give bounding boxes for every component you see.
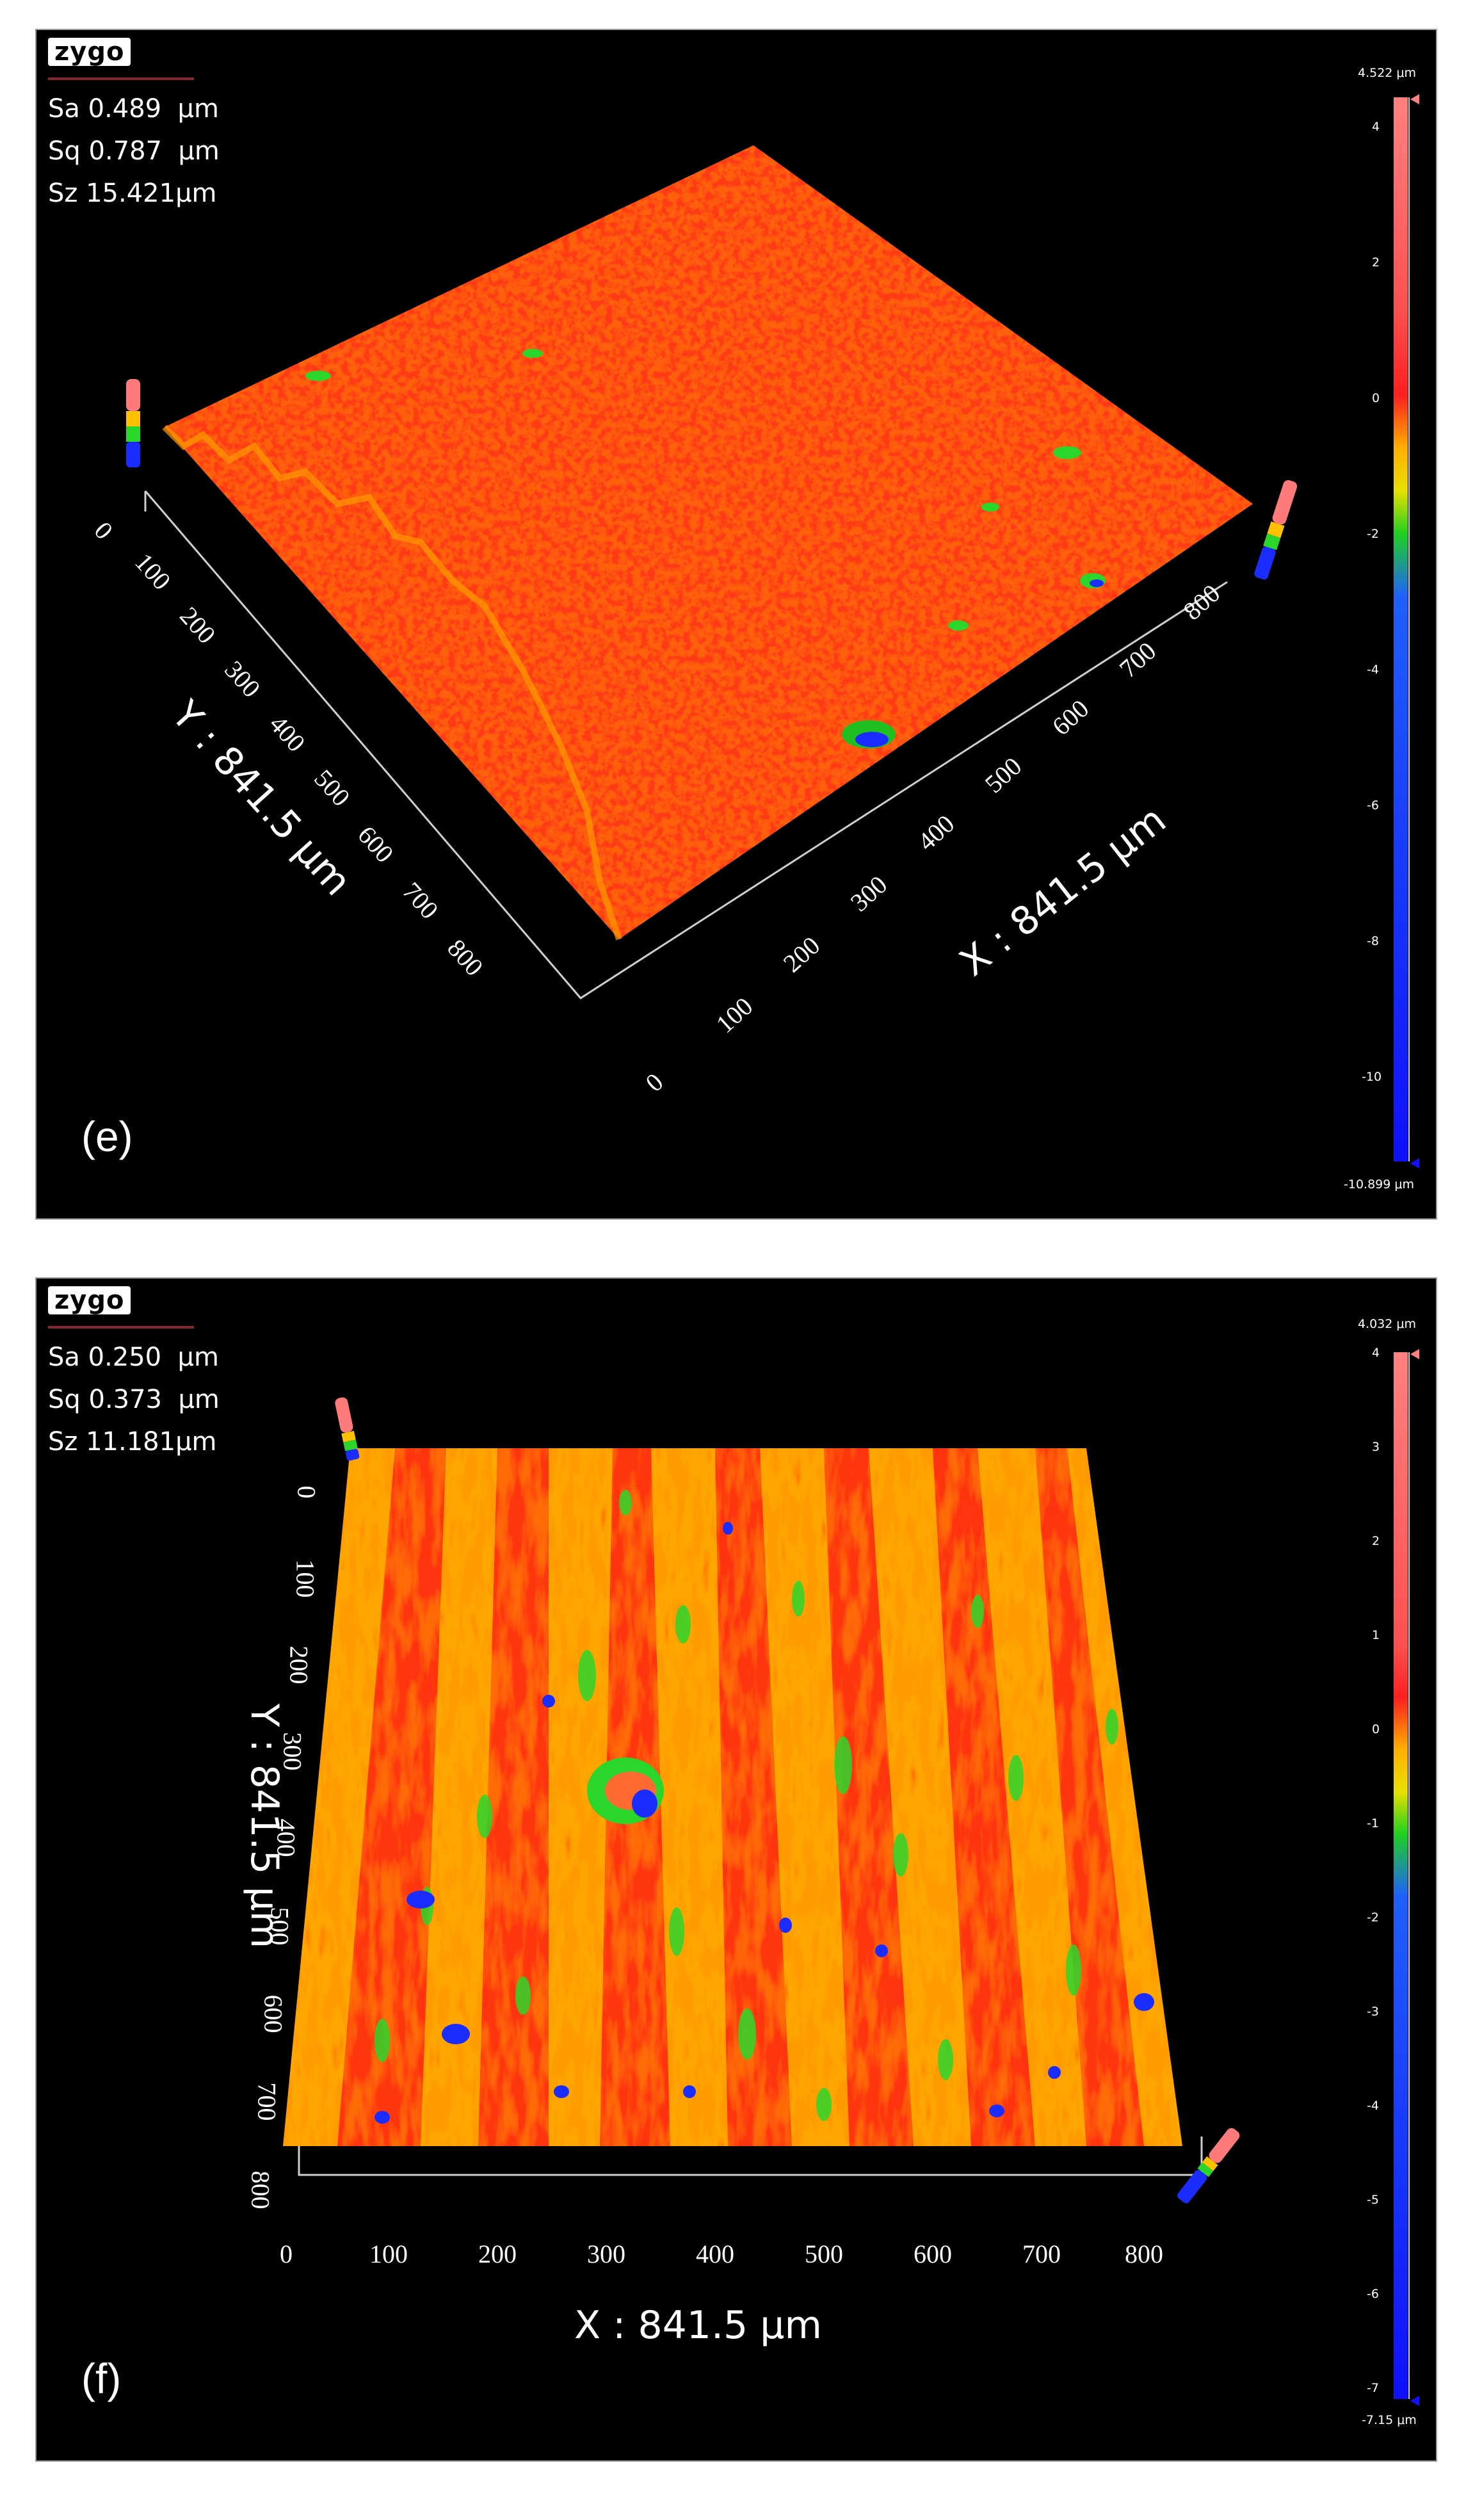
x-tick-f: 400 xyxy=(696,2240,734,2268)
y-tick-f: 0 xyxy=(292,1485,321,1499)
colorbar-max-f: 4.032 μm xyxy=(1358,1317,1417,1331)
stat-sq-f: Sq 0.373 μm xyxy=(48,1385,220,1414)
x-tick-f: 100 xyxy=(369,2240,408,2268)
x-tick-f: 700 xyxy=(1022,2240,1061,2268)
corner-marker-left-e xyxy=(126,379,140,467)
colorbar-min-e: -10.899 μm xyxy=(1344,1177,1414,1191)
y-tick-f: 600 xyxy=(259,1994,288,2033)
colorbar-tick: 4 xyxy=(1372,120,1380,134)
colorbar-tick: 0 xyxy=(1372,1722,1380,1736)
colorbar-tick: 2 xyxy=(1372,1534,1380,1548)
colorbar-tick: -2 xyxy=(1367,527,1379,541)
surface-3d-plot-e xyxy=(126,94,1419,1168)
y-axis-title-f: Y : 841.5 μm xyxy=(242,1703,287,1949)
colorbar-tick: 2 xyxy=(1372,255,1380,270)
roughness-stats-f: Sa 0.250 μm Sq 0.373 μm Sz 11.181μm xyxy=(48,1336,220,1463)
colorbar-tick: -3 xyxy=(1367,2005,1379,2019)
colorbar-tick: -4 xyxy=(1367,2099,1379,2113)
colorbar-tick: 0 xyxy=(1372,391,1380,405)
colorbar-tick: -4 xyxy=(1367,663,1379,677)
stat-sa-e: Sa 0.489 μm xyxy=(48,94,219,124)
zygo-logo-e: zygo xyxy=(48,38,194,89)
zygo-logo-f: zygo xyxy=(48,1286,194,1337)
colorbar-tick: -1 xyxy=(1367,1816,1379,1830)
colorbar-tick: -5 xyxy=(1367,2193,1379,2207)
corner-marker-right-f xyxy=(1177,2128,1240,2204)
x-tick-f: 500 xyxy=(805,2240,843,2268)
surface-panel-e: zygo Sa 0.489 μm Sq 0.787 μm Sz 15.421μm… xyxy=(35,29,1437,1220)
roughness-stats-e: Sa 0.489 μm Sq 0.787 μm Sz 15.421μm xyxy=(48,88,220,214)
x-tick-f: 600 xyxy=(914,2240,952,2268)
colorbar-max-e: 4.522 μm xyxy=(1358,66,1417,80)
colorbar-tick: 4 xyxy=(1372,1346,1380,1360)
surface-3d-plot-f xyxy=(283,1349,1419,2406)
colorbar-tick: -6 xyxy=(1367,798,1379,812)
colorbar-tick: -8 xyxy=(1367,934,1379,948)
y-tick-f: 200 xyxy=(284,1645,314,1684)
colorbar-tick: 1 xyxy=(1372,1628,1380,1642)
colorbar-tick: -7 xyxy=(1367,2381,1379,2395)
stat-sq-e: Sq 0.787 μm xyxy=(48,136,220,166)
stat-sz-e: Sz 15.421μm xyxy=(48,179,217,208)
y-tick-f: 700 xyxy=(252,2082,282,2121)
colorbar-f xyxy=(1394,1352,1408,2399)
axis-frame-f xyxy=(298,2136,1203,2176)
colorbar-tick: -10 xyxy=(1362,1070,1382,1084)
x-axis-title-f: X : 841.5 μm xyxy=(574,2303,822,2348)
colorbar-min-f: -7.15 μm xyxy=(1362,2413,1417,2427)
logo-text-e: zygo xyxy=(48,38,131,66)
colorbar-tick: 3 xyxy=(1372,1440,1380,1454)
corner-marker-right-e xyxy=(1254,480,1298,580)
colorbar-e xyxy=(1394,97,1408,1161)
corner-marker-left-f xyxy=(335,1397,360,1461)
logo-text-f: zygo xyxy=(48,1286,131,1314)
colorbar-tick: -6 xyxy=(1367,2287,1379,2301)
x-tick-f: 300 xyxy=(587,2240,625,2268)
surface-panel-f: zygo Sa 0.250 μm Sq 0.373 μm Sz 11.181μm… xyxy=(35,1277,1437,2462)
panel-label-e: (e) xyxy=(81,1113,133,1160)
stat-sz-f: Sz 11.181μm xyxy=(48,1427,217,1457)
y-tick-f: 100 xyxy=(291,1559,320,1598)
colorbar-tick: -2 xyxy=(1367,1910,1379,1925)
axis-frame-e xyxy=(144,490,1228,999)
x-tick-f: 800 xyxy=(1125,2240,1163,2268)
x-tick-f: 0 xyxy=(280,2240,293,2268)
panel-label-f: (f) xyxy=(81,2355,122,2402)
stat-sa-f: Sa 0.250 μm xyxy=(48,1343,219,1372)
y-tick-f: 800 xyxy=(246,2170,275,2209)
x-tick-f: 200 xyxy=(478,2240,517,2268)
